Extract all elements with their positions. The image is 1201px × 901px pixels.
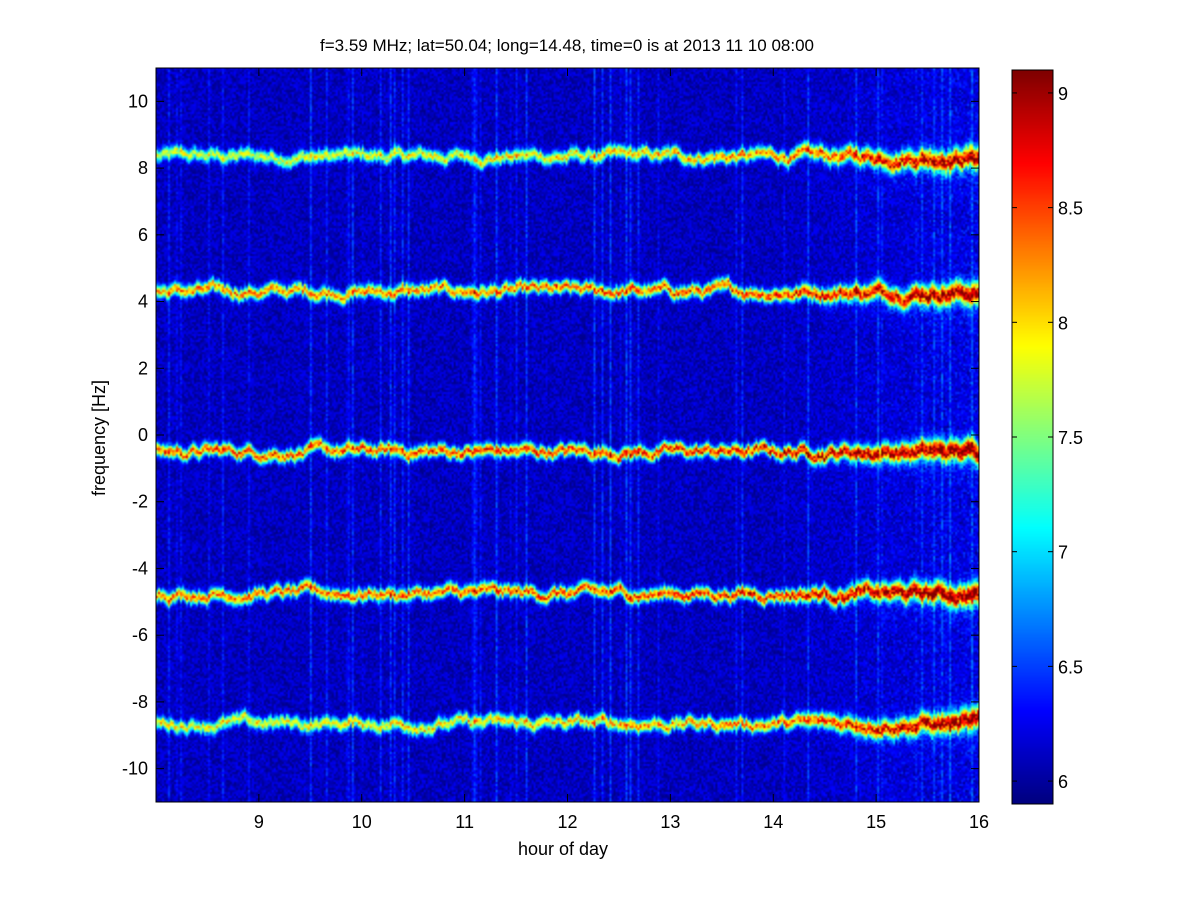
y-tick-label: 6 [138, 225, 148, 245]
x-tick-label: 14 [763, 812, 783, 832]
x-tick-label: 12 [557, 812, 577, 832]
x-tick-label: 10 [352, 812, 372, 832]
y-axis-ticks: 10 8 6 4 2 0 -2 -4 -6 -8 -10 [122, 91, 979, 779]
x-tick-label: 13 [660, 812, 680, 832]
colorbar-image [1012, 70, 1053, 804]
colorbar: 9 8.5 8 7.5 7 6.5 6 [1011, 69, 1083, 805]
colorbar-tick-label: 6 [1058, 772, 1068, 792]
colorbar-tick-label: 9 [1058, 84, 1068, 104]
y-tick-label: -2 [132, 492, 148, 512]
colorbar-tick-label: 7 [1058, 543, 1068, 563]
x-tick-label: 11 [455, 812, 474, 832]
x-axis-ticks: 9 10 11 12 13 14 15 16 [254, 68, 989, 832]
y-tick-label: -10 [122, 759, 148, 779]
y-tick-label: -4 [132, 558, 148, 578]
y-tick-label: -6 [132, 625, 148, 645]
x-tick-label: 9 [254, 812, 264, 832]
y-axis-label: frequency [Hz] [89, 380, 109, 496]
x-tick-label: 16 [969, 812, 989, 832]
y-tick-label: 8 [138, 158, 148, 178]
x-tick-label: 15 [866, 812, 886, 832]
colorbar-tick-label: 8.5 [1058, 199, 1083, 219]
colorbar-ticks: 9 8.5 8 7.5 7 6.5 6 [1012, 84, 1083, 792]
y-tick-label: 2 [138, 358, 148, 378]
y-tick-label: 0 [138, 425, 148, 445]
y-tick-label: 10 [128, 91, 148, 111]
y-tick-label: -8 [132, 692, 148, 712]
heatmap-image [156, 68, 979, 802]
colorbar-tick-label: 8 [1058, 313, 1068, 333]
plot-area [155, 67, 980, 803]
chart-title: f=3.59 MHz; lat=50.04; long=14.48, time=… [320, 36, 814, 55]
colorbar-tick-label: 7.5 [1058, 428, 1083, 448]
x-axis-label: hour of day [518, 839, 608, 859]
y-tick-label: 4 [138, 292, 148, 312]
colorbar-tick-label: 6.5 [1058, 657, 1083, 677]
